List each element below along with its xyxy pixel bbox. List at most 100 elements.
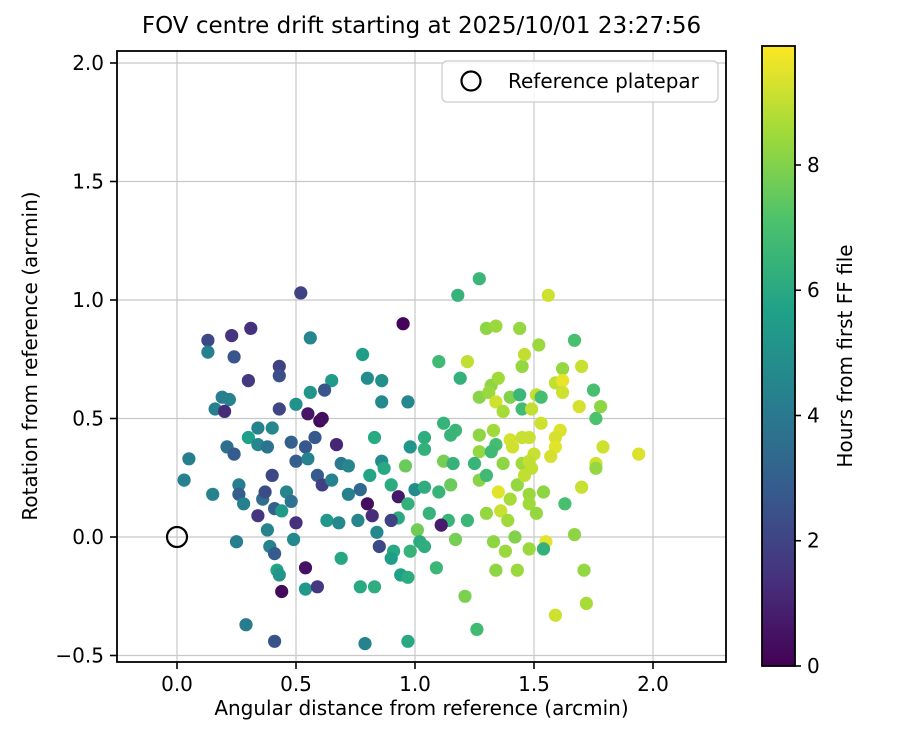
scatter-point xyxy=(367,430,382,445)
scatter-point xyxy=(289,454,303,468)
scatter-point xyxy=(513,388,527,402)
scatter-point xyxy=(534,390,548,404)
scatter-point xyxy=(201,333,215,347)
scatter-point xyxy=(508,530,522,544)
scatter-point xyxy=(429,561,443,575)
scatter-point xyxy=(579,596,594,611)
scatter-point xyxy=(244,321,258,335)
scatter-point xyxy=(575,480,589,494)
scatter-point xyxy=(434,518,448,532)
scatter-point xyxy=(377,461,391,475)
scatter-point xyxy=(396,317,410,331)
scatter-point xyxy=(289,516,303,530)
scatter-point xyxy=(201,345,215,359)
scatter-point xyxy=(320,513,334,528)
scatter-point xyxy=(227,447,241,461)
scatter-point xyxy=(177,473,191,487)
scatter-point xyxy=(444,478,458,492)
scatter-point xyxy=(358,637,372,651)
scatter-point xyxy=(482,385,496,399)
scatter-point xyxy=(586,383,601,397)
scatter-point xyxy=(289,397,303,411)
scatter-point xyxy=(251,421,265,435)
colorbar-tick-label: 2 xyxy=(807,529,820,553)
scatter-point xyxy=(489,319,503,333)
scatter-point xyxy=(596,440,610,454)
scatter-point xyxy=(444,428,458,442)
scatter-point xyxy=(401,497,415,511)
scatter-point xyxy=(294,286,308,300)
y-tick-label: 0.5 xyxy=(72,407,104,431)
scatter-point xyxy=(491,485,505,499)
y-tick-label: 1.5 xyxy=(72,170,104,194)
colorbar-tick-label: 4 xyxy=(807,403,820,427)
scatter-point xyxy=(239,618,253,632)
scatter-point xyxy=(505,440,520,454)
x-tick-label: 0.5 xyxy=(280,672,312,696)
colorbar-tick-label: 8 xyxy=(807,153,820,177)
scatter-point xyxy=(522,487,536,501)
scatter-point xyxy=(284,494,298,508)
scatter-point xyxy=(260,523,274,537)
scatter-point xyxy=(258,485,272,499)
scatter-point xyxy=(298,582,313,596)
scatter-point xyxy=(536,542,551,556)
x-tick-label: 1.0 xyxy=(399,672,431,696)
scatter-point xyxy=(432,485,446,499)
scatter-point xyxy=(522,542,536,556)
scatter-point xyxy=(437,416,451,430)
scatter-point xyxy=(325,374,339,388)
scatter-point xyxy=(503,492,517,506)
x-tick-label: 0.0 xyxy=(161,672,193,696)
scatter-point xyxy=(417,442,432,456)
scatter-point xyxy=(472,428,486,442)
scatter-point xyxy=(532,338,546,352)
scatter-point xyxy=(360,497,374,511)
scatter-point xyxy=(403,440,417,454)
legend-label: Reference platepar xyxy=(508,69,699,93)
scatter-point xyxy=(486,423,501,437)
scatter-point xyxy=(272,402,286,416)
scatter-point xyxy=(301,407,315,421)
scatter-point xyxy=(334,551,348,565)
scatter-point xyxy=(360,371,374,385)
scatter-point xyxy=(536,485,551,499)
scatter-point xyxy=(556,362,570,376)
scatter-point xyxy=(544,449,558,463)
scatter-point xyxy=(356,347,370,362)
scatter-point xyxy=(298,561,313,575)
axis-ticks: 0.0 0.5 1.0 1.5 2.0 −0.5 0.0 0.5 1.0 1.5 2.0 xyxy=(55,51,668,696)
scatter-point xyxy=(522,430,536,445)
scatter-point xyxy=(575,359,589,373)
scatter-point xyxy=(422,506,436,520)
x-axis-label: Angular distance from reference (arcmin) xyxy=(214,696,629,720)
scatter-point xyxy=(391,490,405,504)
scatter-point xyxy=(489,395,503,409)
scatter-point xyxy=(510,478,524,492)
scatter-point xyxy=(265,468,279,482)
scatter-point xyxy=(417,480,432,494)
scatter-point xyxy=(567,528,582,542)
scatter-point xyxy=(384,478,398,492)
scatter-point xyxy=(284,435,298,449)
scatter-point xyxy=(384,551,398,565)
scatter-point xyxy=(529,506,544,520)
colorbar-outline xyxy=(761,45,796,667)
colorbar-gradient xyxy=(762,46,795,666)
scatter-point xyxy=(534,416,548,430)
scatter-point xyxy=(232,478,246,492)
scatter-point xyxy=(272,359,286,373)
scatter-point xyxy=(491,371,505,385)
scatter-point xyxy=(410,523,424,537)
colorbar-tick-label: 6 xyxy=(807,278,820,302)
scatter-point xyxy=(310,580,324,594)
colorbar: 0 2 4 6 8 xyxy=(761,45,820,678)
colorbar-tick-label: 0 xyxy=(807,654,820,678)
scatter-point xyxy=(401,570,415,584)
legend-box xyxy=(441,60,719,103)
scatter-point xyxy=(218,404,232,418)
scatter-point xyxy=(525,402,539,416)
scatter-point xyxy=(515,402,529,416)
scatter-point xyxy=(522,497,536,511)
